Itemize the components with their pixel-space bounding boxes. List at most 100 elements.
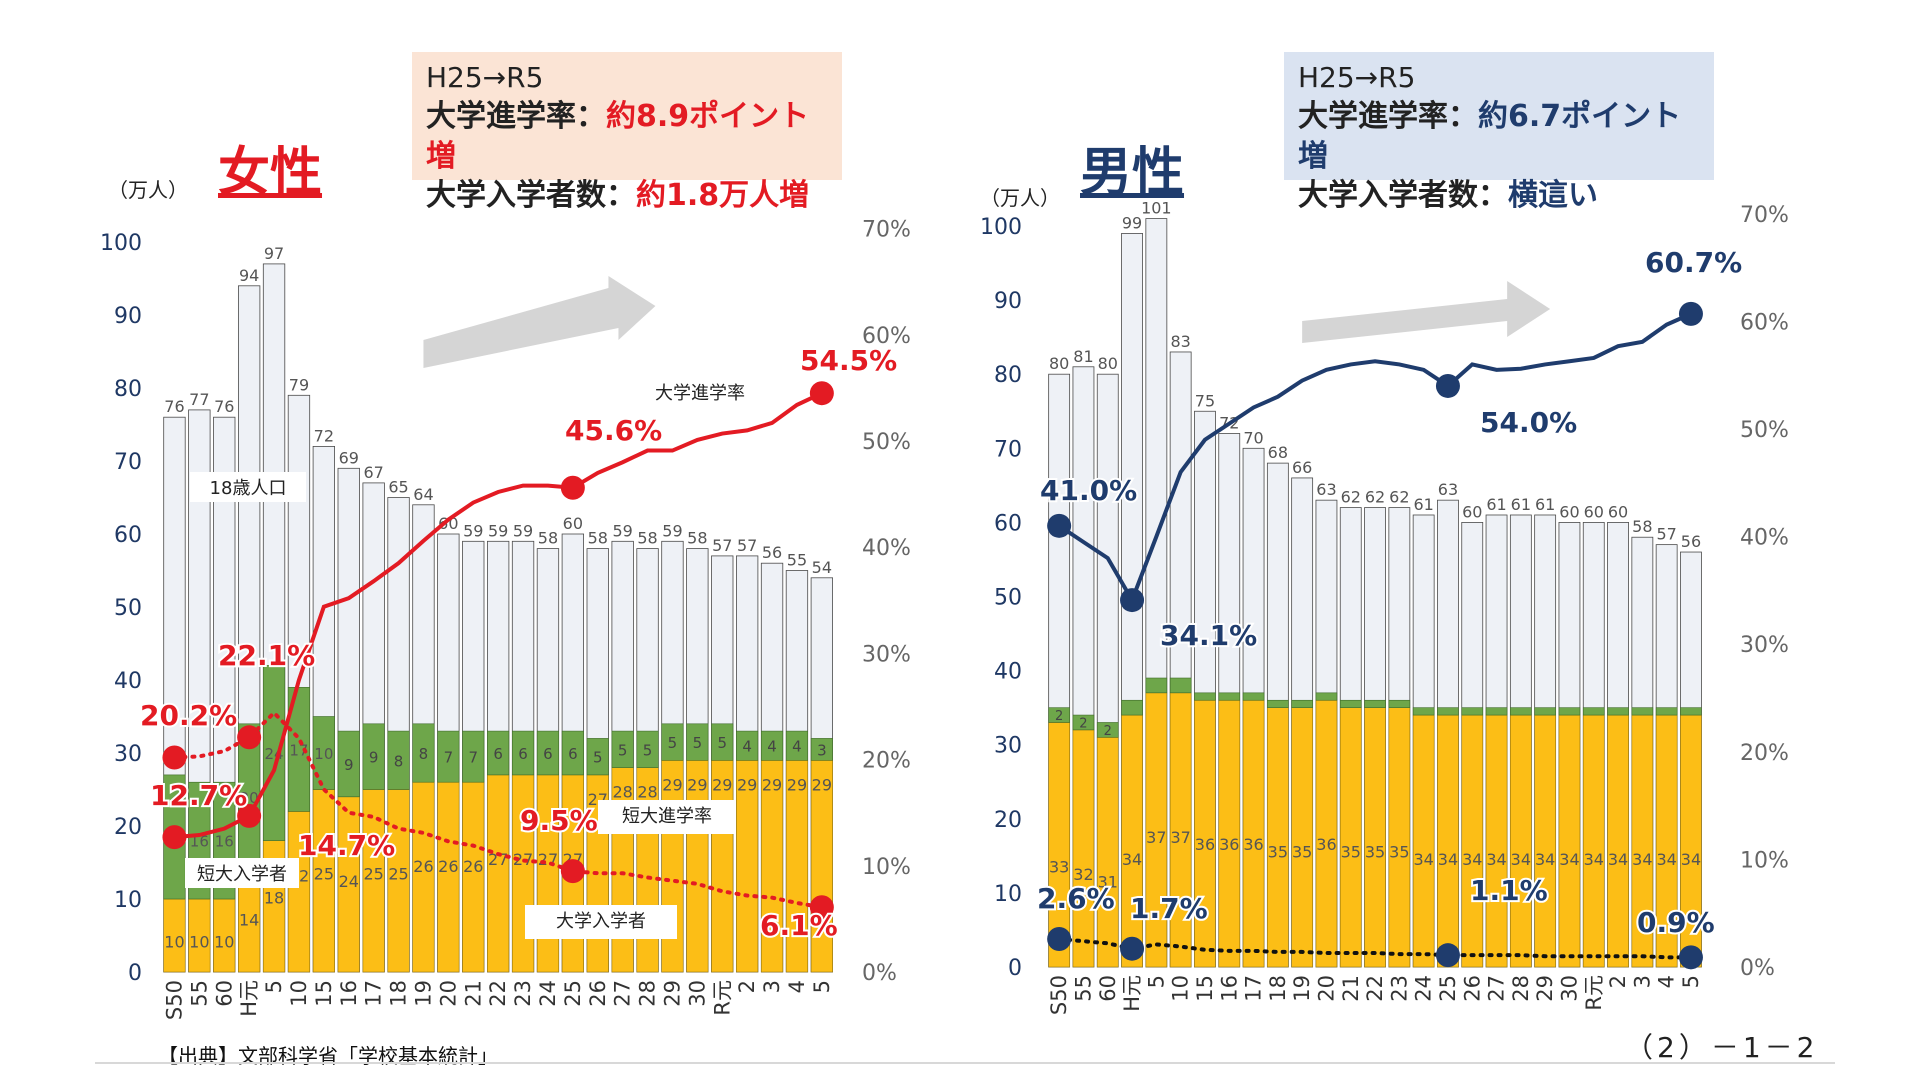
male-summary-box: H25→R5 大学進学率：約6.7ポイント増 大学入学者数：横這い: [1284, 52, 1714, 213]
female-population-label: 65: [388, 478, 408, 497]
male-population-label: 70: [1243, 428, 1263, 447]
male-population-label: 62: [1389, 488, 1409, 507]
female-rate-data-label: 12.7%: [150, 779, 247, 812]
male-population-label: 99: [1122, 213, 1142, 232]
male-x-tick: 29: [1533, 975, 1557, 1002]
male-population-label: 60: [1559, 502, 1579, 521]
female-bar-junior-college: [611, 730, 634, 768]
male-junior-college-label: 2: [1079, 716, 1087, 731]
male-y2-tick: 50%: [1740, 418, 1789, 443]
male-population-label: 80: [1049, 354, 1069, 373]
male-junior-college-label: 2: [1055, 709, 1063, 724]
male-university-label: 31: [1098, 872, 1118, 891]
female-rate-data-label: 45.6%: [565, 414, 662, 447]
male-bar-university: [1388, 707, 1411, 968]
male-bar-junior-college: [1242, 692, 1265, 701]
male-bar-university: [1437, 714, 1459, 968]
female-bar-junior-college: [487, 730, 510, 776]
male-bar-university: [1485, 714, 1508, 968]
female-y-tick: 10: [114, 888, 142, 913]
male-rate-data-label: 60.7%: [1645, 246, 1742, 279]
male-university-label: 33: [1049, 857, 1069, 876]
female-junior-college-rate-marker: [162, 745, 187, 770]
male-x-tick: 30: [1557, 975, 1581, 1002]
male-x-tick: 10: [1169, 975, 1193, 1002]
female-legend-box: [598, 800, 736, 834]
female-x-tick: 60: [212, 980, 236, 1007]
female-university-label: 29: [762, 775, 782, 794]
male-x-tick: 5: [1679, 975, 1703, 988]
male-y2-tick: 30%: [1740, 633, 1789, 658]
female-bar-junior-college: [337, 730, 360, 798]
female-bar-junior-college: [686, 723, 709, 761]
female-bar-junior-college: [711, 723, 734, 761]
male-rate-data-label: 41.0%: [1040, 474, 1137, 507]
male-university-label: 35: [1341, 843, 1361, 862]
female-x-tick: 16: [337, 980, 361, 1007]
female-junior-college-label: 6: [518, 745, 528, 763]
female-university-label: 25: [388, 865, 408, 884]
male-university-label: 32: [1073, 865, 1093, 884]
footer-divider: [95, 1062, 1835, 1064]
male-bar-junior-college: [1655, 707, 1678, 716]
female-junior-college-label: 17: [289, 741, 308, 759]
female-university-label: 28: [637, 783, 657, 802]
male-university-label: 35: [1365, 843, 1385, 862]
female-junior-college-label: 8: [419, 745, 429, 763]
female-bar-junior-college: [736, 730, 759, 761]
male-university-label: 34: [1486, 850, 1506, 869]
female-x-tick: 30: [685, 980, 709, 1007]
female-y-tick: 80: [114, 377, 142, 402]
male-rate-label: 大学進学率：: [1298, 98, 1478, 134]
male-y2-tick: 40%: [1740, 526, 1789, 551]
male-bar-university: [1096, 736, 1119, 968]
male-y-tick: 80: [994, 363, 1022, 388]
male-x-tick: 20: [1314, 975, 1338, 1002]
female-university-label: 24: [339, 872, 359, 891]
male-bar-junior-college: [1364, 699, 1386, 708]
female-university-rate-marker: [237, 803, 262, 828]
female-population-label: 77: [189, 390, 209, 409]
female-x-tick: 4: [785, 980, 809, 993]
female-population-label: 69: [339, 448, 359, 467]
female-university-label: 29: [662, 775, 682, 794]
female-population-label: 79: [289, 375, 309, 394]
female-x-tick: 17: [362, 980, 386, 1007]
male-junior-college-rate-line: [1057, 937, 1693, 960]
female-y2-tick: 50%: [862, 430, 911, 455]
female-x-tick: 21: [461, 980, 485, 1007]
female-x-tick: 24: [536, 980, 560, 1007]
female-count-value: 約1.8万人増: [636, 178, 810, 214]
female-population-label: 58: [687, 529, 707, 548]
female-x-tick: 2: [735, 980, 759, 993]
female-population-label: 55: [787, 551, 807, 570]
female-junior-college-rate-marker: [809, 895, 834, 920]
male-y-tick: 50: [994, 586, 1022, 611]
female-x-tick: 5: [810, 980, 834, 993]
male-junior-college-label: 2: [1104, 724, 1112, 739]
male-university-label: 36: [1316, 835, 1336, 854]
male-y2-tick: 10%: [1740, 848, 1789, 873]
female-x-tick: S50: [162, 980, 186, 1020]
male-university-rate-marker: [1047, 513, 1072, 538]
male-y-tick: 20: [994, 808, 1022, 833]
female-rate-data-label: 9.5%: [520, 804, 598, 837]
female-junior-college-label: 5: [618, 741, 628, 759]
male-bar-junior-college: [1510, 707, 1532, 716]
male-rate-data-label: 34.1%: [1160, 619, 1257, 652]
male-bar-junior-college: [1534, 707, 1556, 716]
male-bar-junior-college: [1558, 707, 1581, 716]
female-x-tick: 27: [611, 980, 635, 1007]
male-x-tick: S50: [1047, 975, 1071, 1015]
male-bar-university: [1267, 707, 1289, 968]
male-university-label: 37: [1170, 828, 1190, 847]
female-population-label: 64: [413, 485, 433, 504]
female-junior-college-label: 6: [543, 745, 553, 763]
female-x-tick: 29: [660, 980, 684, 1007]
female-university-label: 25: [363, 865, 383, 884]
male-university-label: 37: [1146, 828, 1166, 847]
female-bar-junior-college: [511, 730, 535, 776]
male-university-label: 34: [1413, 850, 1433, 869]
male-bar-junior-college: [1437, 707, 1459, 716]
